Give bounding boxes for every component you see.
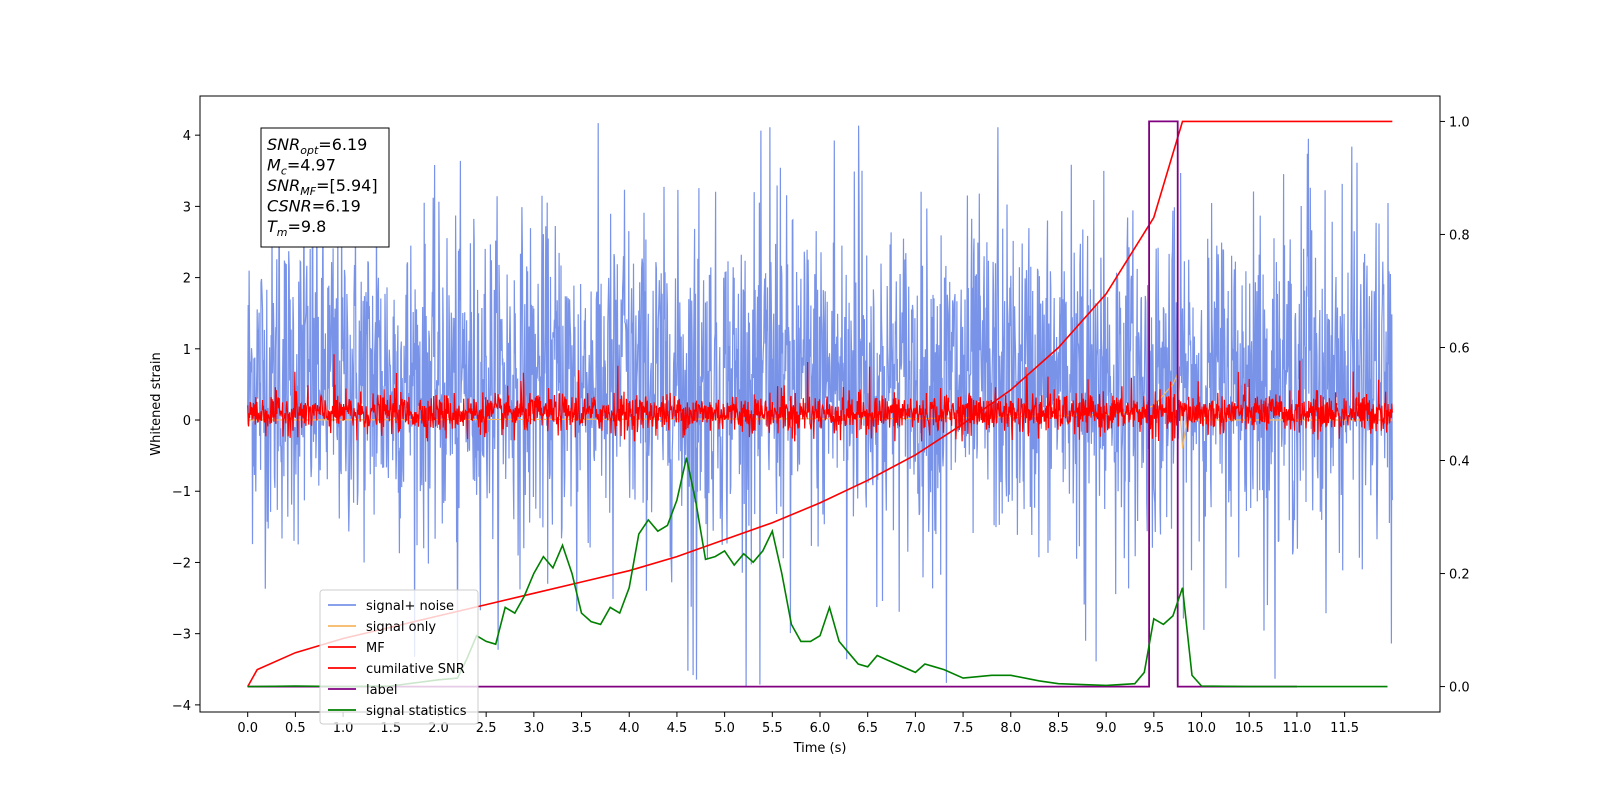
info-subscript: c — [281, 165, 287, 178]
info-subscript: opt — [300, 144, 319, 157]
y-left-tick-label: 3 — [183, 200, 191, 215]
x-tick-label: 3.5 — [571, 721, 592, 736]
y-left-tick-label: 4 — [183, 129, 191, 144]
y-axis-label: Whitened strain — [149, 352, 164, 455]
series-signal-plus-noise — [247, 123, 1393, 688]
info-value: =6.19 — [312, 197, 361, 216]
legend-label: signal statistics — [366, 704, 467, 719]
info-symbol: CSNR — [267, 197, 312, 216]
y-right-tick-label: 0.6 — [1449, 341, 1470, 356]
x-tick-label: 0.0 — [237, 721, 258, 736]
legend-label: MF — [366, 641, 385, 656]
x-tick-label: 9.5 — [1144, 721, 1165, 736]
y-right-tick-label: 1.0 — [1449, 115, 1470, 130]
x-tick-label: 8.5 — [1048, 721, 1069, 736]
y-right-tick-label: 0.4 — [1449, 455, 1470, 470]
x-tick-label: 7.0 — [905, 721, 926, 736]
series-signal-statistics — [247, 457, 1388, 688]
info-line: CSNR=6.19 — [267, 197, 361, 216]
x-tick-label: 9.0 — [1096, 721, 1117, 736]
info-line: SNRMF=[5.94] — [267, 176, 378, 198]
x-tick-label: 6.0 — [810, 721, 831, 736]
legend-label: signal+ noise — [366, 599, 454, 614]
x-tick-label: 0.5 — [285, 721, 306, 736]
y-left-tick-label: 0 — [183, 414, 191, 429]
y-right-tick-label: 0.8 — [1449, 228, 1470, 243]
x-tick-label: 8.0 — [1000, 721, 1021, 736]
x-axis: 0.0 0.5 1.0 1.5 2.0 2.5 3.0 3.5 4.0 4.5 5.0 5.5 6.0 6… — [237, 712, 1359, 736]
info-box: SNRopt=6.19Mc=4.97SNRMF=[5.94]CSNR=6.19T… — [260, 127, 390, 248]
x-tick-label: 7.5 — [953, 721, 974, 736]
x-tick-label: 11.0 — [1282, 721, 1311, 736]
y-left-tick-label: −3 — [172, 628, 191, 643]
x-tick-label: 10.0 — [1187, 721, 1216, 736]
x-axis-label: Time (s) — [793, 741, 847, 756]
x-tick-label: 4.5 — [667, 721, 688, 736]
info-box-frame — [260, 127, 390, 248]
legend-frame — [319, 589, 479, 725]
info-value: =[5.94] — [316, 176, 378, 195]
legend-label: signal only — [366, 620, 436, 635]
x-tick-label: 1.5 — [380, 721, 401, 736]
info-symbol: SNR — [267, 135, 300, 154]
series-label — [247, 120, 1297, 688]
x-tick-label: 2.5 — [476, 721, 497, 736]
y-left-tick-label: −4 — [172, 699, 191, 714]
info-line: Mc=4.97 — [267, 156, 336, 178]
y-left-tick-label: −2 — [172, 556, 191, 571]
info-symbol: SNR — [267, 176, 300, 195]
x-tick-label: 5.5 — [762, 721, 783, 736]
x-tick-label: 1.0 — [333, 721, 354, 736]
y-left-tick-label: 2 — [183, 272, 191, 287]
info-line: Tm=9.8 — [267, 217, 326, 239]
legend: signal+ noise signal only MF cumilative SNR… — [319, 589, 479, 725]
x-tick-label: 11.5 — [1330, 721, 1359, 736]
info-value: =9.8 — [288, 217, 327, 236]
info-subscript: m — [277, 226, 288, 239]
y-right-tick-label: 0.2 — [1449, 568, 1470, 583]
x-tick-label: 2.0 — [428, 721, 449, 736]
info-value: =6.19 — [318, 135, 367, 154]
y-left-tick-label: −1 — [172, 485, 191, 500]
legend-label: label — [366, 683, 397, 698]
x-tick-label: 3.0 — [524, 721, 545, 736]
y-axis-right: 1.0 0.8 0.6 0.4 0.2 0.0 — [1440, 115, 1470, 696]
y-axis-left: 4 3 2 1 0 −1 −2 −3 −4 — [172, 129, 200, 714]
y-left-tick-label: 1 — [183, 343, 191, 358]
info-symbol: T — [267, 217, 278, 236]
y-right-tick-label: 0.0 — [1449, 681, 1470, 696]
x-tick-label: 4.0 — [619, 721, 640, 736]
info-value: =4.97 — [287, 156, 336, 175]
series-mf — [247, 354, 1393, 442]
x-tick-label: 6.5 — [857, 721, 878, 736]
legend-label: cumilative SNR — [366, 662, 465, 677]
info-subscript: MF — [300, 185, 316, 198]
info-line: SNRopt=6.19 — [267, 135, 367, 157]
x-tick-label: 10.5 — [1235, 721, 1264, 736]
x-tick-label: 5.0 — [714, 721, 735, 736]
info-symbol: M — [267, 156, 281, 175]
